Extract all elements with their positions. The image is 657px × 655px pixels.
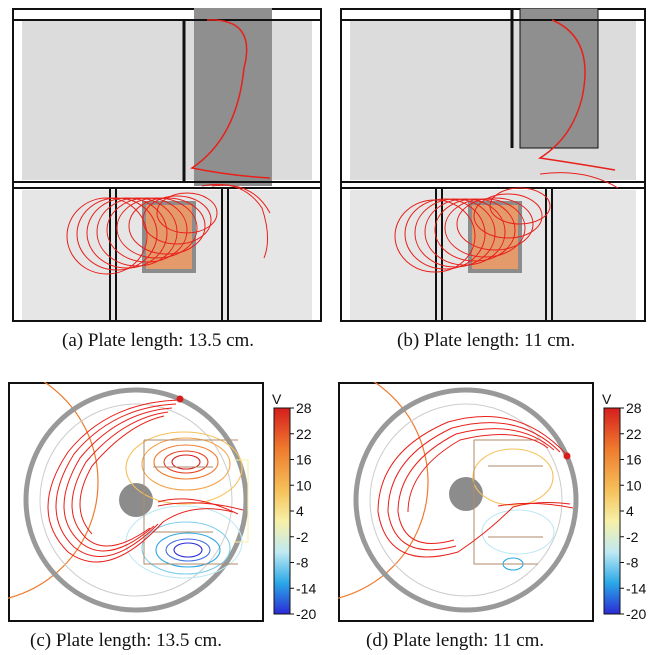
colorbar-tick-label: -8 — [626, 555, 639, 571]
colorbar-tick-label: -20 — [626, 606, 646, 622]
colorbar-tick-label: -14 — [296, 580, 316, 596]
colorbar-tick-label: 10 — [296, 477, 312, 493]
panel-c-topview — [8, 382, 264, 622]
colorbar-ticks: 28 22 16 10 4 -2 -8 -14 -20 — [620, 400, 646, 622]
colorbar-ticks: 28 22 16 10 4 -2 -8 -14 -20 — [290, 400, 316, 622]
center-electrode — [449, 477, 483, 511]
ion-start-marker — [563, 452, 571, 460]
colorbar-tick-label: 10 — [626, 477, 642, 493]
colorbar-unit: V — [602, 391, 612, 407]
colorbar-tick-label: 4 — [296, 503, 304, 519]
colorbar-tick-label: -20 — [296, 606, 316, 622]
ion-trajectory — [66, 19, 271, 275]
caption-b: (b) Plate length: 11 cm. — [397, 330, 576, 351]
colorbar-tick-label: 22 — [626, 426, 642, 442]
colorbar-tick-label: 4 — [626, 503, 634, 519]
caption-a: (a) Plate length: 13.5 cm. — [62, 330, 255, 351]
panel-a-sideview — [12, 8, 322, 322]
deflector-plate — [194, 8, 272, 186]
plate-outlines — [143, 439, 238, 565]
colorbar-d: V 28 22 16 10 4 -2 -8 -14 -20 — [602, 391, 646, 622]
ion-trajectory — [394, 19, 619, 273]
colorbar-tick-label: -14 — [626, 580, 646, 596]
colorbar-tick-label: 28 — [626, 400, 642, 416]
colorbar-c: V 28 22 16 10 4 -2 -8 -14 -20 — [272, 391, 316, 622]
colorbar-tick-label: -2 — [626, 529, 639, 545]
colorbar-tick-label: -2 — [296, 529, 309, 545]
panel-b-sideview — [340, 8, 646, 322]
colorbar-tick-label: 22 — [296, 426, 312, 442]
plate-outlines — [473, 439, 543, 565]
ion-trajectory — [47, 399, 244, 563]
deflector-plate — [519, 8, 599, 149]
colorbar-tick-label: 16 — [626, 452, 642, 468]
colorbar-tick-label: 28 — [296, 400, 312, 416]
ion-start-marker — [176, 395, 184, 403]
ion-trajectory — [377, 416, 574, 558]
colorbar-unit: V — [272, 391, 282, 407]
colorbar-tick-label: 16 — [296, 452, 312, 468]
caption-d: (d) Plate length: 11 cm. — [366, 630, 545, 651]
colorbar-tick-label: -8 — [296, 555, 309, 571]
caption-c: (c) Plate length: 13.5 cm. — [30, 630, 223, 651]
panel-d-topview — [338, 382, 594, 622]
